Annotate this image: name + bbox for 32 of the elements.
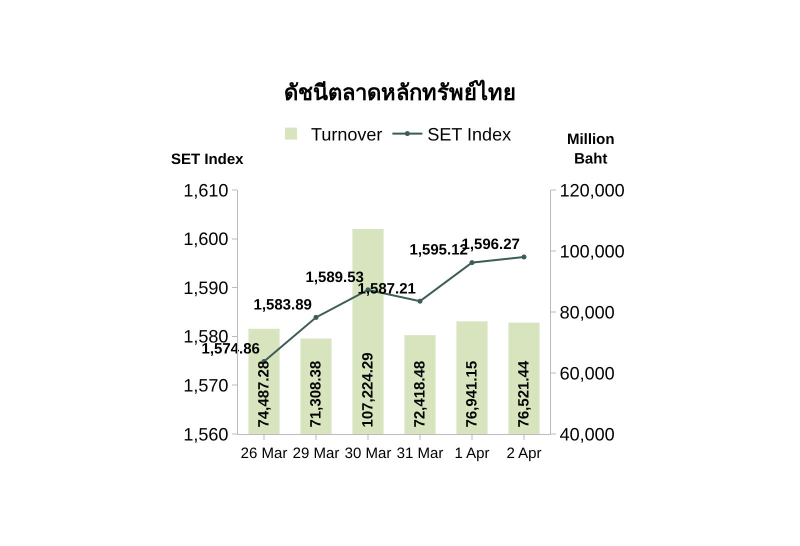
data-label: 71,308.38 [308,360,324,428]
data-label: 76,941.15 [464,360,480,428]
point [314,314,318,320]
legend-label: Turnover [311,124,382,145]
point [418,298,422,304]
data-label: 74,487.28 [256,360,272,428]
x-tick-label: 2 Apr [506,445,542,462]
y-tick-label: 1,610 [183,180,228,200]
data-label: 76,521.44 [516,360,532,428]
y2-tick-label: 40,000 [560,424,615,444]
point [522,254,526,260]
x-tick-label: 26 Mar [240,445,288,462]
legend-label: SET Index [427,124,512,145]
x-tick-label: 29 Mar [292,445,340,462]
data-label: 1,583.89 [253,296,312,314]
chart-title: ดัชนีตลาดหลักทรัพย์ไทย [284,79,516,106]
y2-tick-label: 80,000 [560,302,615,322]
point [470,260,474,266]
data-label: 107,224.29 [360,352,376,428]
y2-axis-title: Million Baht [567,131,614,168]
y-tick-label: 1,560 [183,424,228,444]
y-tick-label: 1,570 [183,376,228,396]
y-axis-title: SET Index [171,151,244,168]
y2-tick-label: 60,000 [560,363,615,384]
data-label: 72,418.48 [412,360,428,428]
x-tick-label: 31 Mar [396,445,444,462]
x-tick-label: 30 Mar [344,445,392,462]
y2-tick-label: 120,000 [560,180,625,200]
x-tick-label: 1 Apr [454,445,490,462]
y2-tick-label: 100,000 [560,241,625,262]
y-tick-label: 1,600 [183,229,228,250]
y-tick-label: 1,590 [183,278,228,298]
